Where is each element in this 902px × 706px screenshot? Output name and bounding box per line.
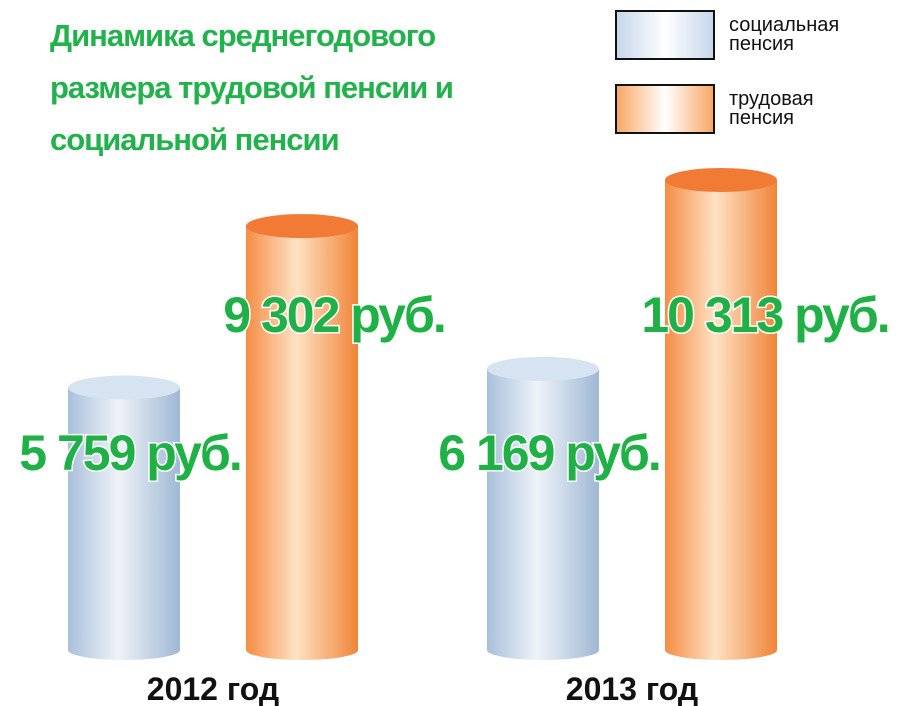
legend-swatch [615, 10, 715, 60]
bar-top [68, 376, 180, 400]
legend-swatch [615, 84, 715, 134]
legend-label: трудовая пенсия [729, 90, 859, 128]
legend: социальная пенсия трудовая пенсия [615, 10, 900, 158]
bar-bottom [246, 640, 358, 660]
legend-label: социальная пенсия [729, 16, 859, 54]
bar-top [665, 168, 777, 192]
page: 2012 год 2013 год 5 759 руб. 9 302 руб. 6 16… [0, 0, 902, 706]
value-label: 10 313 руб. [641, 287, 888, 343]
chart-title: Динамика среднегодового размера трудовой… [50, 10, 520, 166]
bar-bottom [665, 640, 777, 660]
x-tick-label: 2013 год [566, 671, 698, 706]
bar-top [487, 357, 599, 381]
x-tick-label: 2012 год [147, 671, 279, 706]
legend-item: трудовая пенсия [615, 84, 900, 134]
bar-bottom [487, 640, 599, 660]
legend-item: социальная пенсия [615, 10, 900, 60]
bar-bottom [68, 640, 180, 660]
value-label: 9 302 руб. [223, 287, 444, 343]
value-label: 6 169 руб. [438, 425, 659, 481]
bar [487, 369, 599, 650]
bar [665, 180, 777, 650]
bar-top [246, 214, 358, 238]
value-label: 5 759 руб. [19, 425, 240, 481]
